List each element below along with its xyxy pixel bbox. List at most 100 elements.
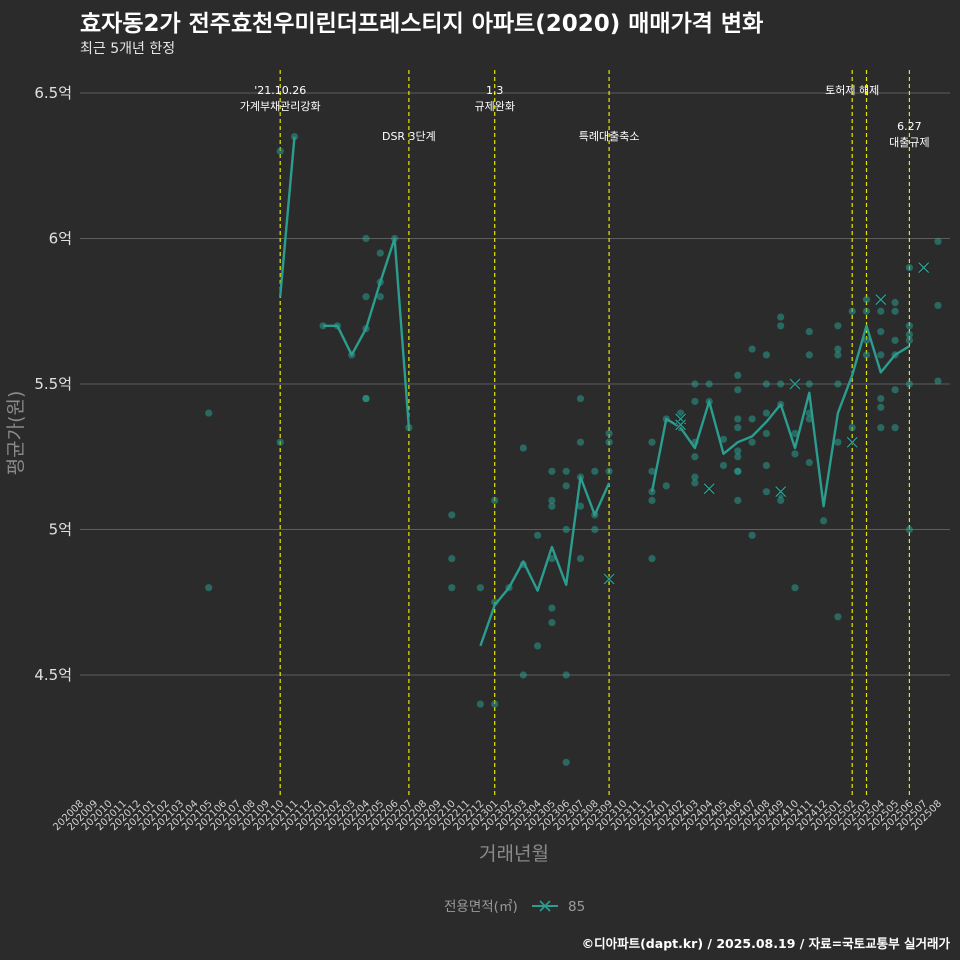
event-label: 토허제 해제 xyxy=(825,83,879,97)
transaction-point xyxy=(762,380,771,388)
transaction-point xyxy=(877,424,885,432)
transaction-point xyxy=(777,322,785,330)
event-label: 특례대출축소 xyxy=(579,130,640,143)
transaction-point xyxy=(762,429,771,438)
page-title: 효자동2가 전주효천우미린더프레스티지 아파트(2020) 매매가격 변화 xyxy=(80,11,764,37)
transaction-point xyxy=(605,438,613,446)
transaction-point xyxy=(891,298,899,307)
transaction-point xyxy=(805,415,813,423)
legend: 전용면적(㎡) 85 xyxy=(444,899,585,915)
transaction-point xyxy=(448,511,456,519)
transaction-point xyxy=(576,438,585,446)
transaction-point xyxy=(905,322,914,330)
cross-marker xyxy=(603,573,615,585)
transaction-point xyxy=(805,351,813,359)
legend-item-label: 85 xyxy=(568,899,585,915)
transaction-point xyxy=(877,394,885,403)
transaction-point xyxy=(205,409,213,417)
transaction-point xyxy=(562,671,570,679)
transaction-point xyxy=(891,307,899,315)
transaction-point xyxy=(934,237,942,246)
transaction-point xyxy=(862,351,871,359)
transaction-point xyxy=(705,380,713,388)
transaction-point xyxy=(891,336,899,344)
event-label: DSR 3단계 xyxy=(382,130,436,143)
transaction-point xyxy=(691,380,699,388)
y-tick-label: 4.5억 xyxy=(34,666,72,684)
event-label: '21.10.26 xyxy=(254,84,306,97)
transaction-point xyxy=(734,424,742,432)
transaction-point xyxy=(848,424,856,432)
transaction-point xyxy=(934,377,942,385)
transaction-point xyxy=(805,458,813,467)
average-price-segment xyxy=(279,136,296,297)
transaction-point xyxy=(605,467,613,475)
transaction-point xyxy=(834,438,842,446)
transaction-point xyxy=(762,409,771,417)
transaction-point xyxy=(834,351,842,359)
transaction-point xyxy=(519,444,527,452)
transaction-point xyxy=(748,415,756,423)
x-axis-title: 거래년월 xyxy=(479,843,549,865)
cross-marker xyxy=(703,483,715,495)
transaction-point xyxy=(777,496,785,504)
transaction-point xyxy=(905,380,914,388)
x-axis-ticks: 2020082020092020102020112020122021012021… xyxy=(51,798,944,833)
transaction-point xyxy=(376,293,384,301)
source-caption: ©디아파트(dapt.kr) / 2025.08.19 / 자료=국토교통부 실… xyxy=(581,936,950,951)
average-price-segment xyxy=(479,475,611,647)
transaction-point xyxy=(576,394,585,403)
transaction-point xyxy=(734,415,742,423)
transaction-point xyxy=(534,531,542,539)
cross-marker xyxy=(789,378,801,390)
transaction-point xyxy=(762,351,771,359)
transaction-point xyxy=(862,296,871,304)
transaction-point xyxy=(719,461,728,470)
transaction-point xyxy=(562,525,570,534)
transaction-point xyxy=(362,293,370,301)
y-axis-title: 평균가(원) xyxy=(5,391,27,476)
transaction-point xyxy=(591,467,599,475)
transaction-point xyxy=(677,409,685,417)
transaction-point xyxy=(834,345,842,353)
transaction-point xyxy=(719,435,728,443)
transaction-point xyxy=(476,700,484,708)
transaction-point xyxy=(791,429,799,438)
transaction-point xyxy=(648,467,656,475)
transaction-point xyxy=(605,429,613,438)
cross-marker xyxy=(875,294,887,306)
transaction-point xyxy=(562,482,570,490)
transaction-point xyxy=(448,555,456,563)
transaction-point xyxy=(877,351,885,359)
transaction-point xyxy=(734,447,742,455)
average-price-segment xyxy=(650,324,911,508)
transaction-point xyxy=(934,301,942,310)
transaction-point xyxy=(748,345,756,353)
transaction-point xyxy=(805,328,813,336)
event-label: 가계부채관리강화 xyxy=(240,100,321,113)
transaction-point xyxy=(777,313,785,321)
transaction-point xyxy=(205,584,213,592)
transaction-point xyxy=(691,479,699,487)
transaction-point xyxy=(491,496,499,504)
transaction-point xyxy=(562,467,570,475)
page-subtitle: 최근 5개년 한정 xyxy=(80,41,176,57)
transaction-point xyxy=(548,467,556,475)
transaction-point xyxy=(519,671,527,679)
event-label: 규제완화 xyxy=(474,100,514,113)
cross-markers xyxy=(603,261,930,585)
transaction-point xyxy=(548,502,556,510)
transaction-point xyxy=(576,555,585,563)
transaction-point xyxy=(862,307,871,315)
transaction-point xyxy=(748,531,756,539)
average-price-line xyxy=(279,136,911,647)
y-tick-label: 6.5억 xyxy=(34,84,72,102)
transaction-point xyxy=(548,555,556,563)
transaction-point xyxy=(848,307,856,315)
transaction-point xyxy=(734,496,742,504)
event-label: 1.3 xyxy=(486,84,504,97)
transaction-point xyxy=(691,397,699,406)
transaction-point xyxy=(905,330,914,339)
transaction-point xyxy=(276,147,284,155)
